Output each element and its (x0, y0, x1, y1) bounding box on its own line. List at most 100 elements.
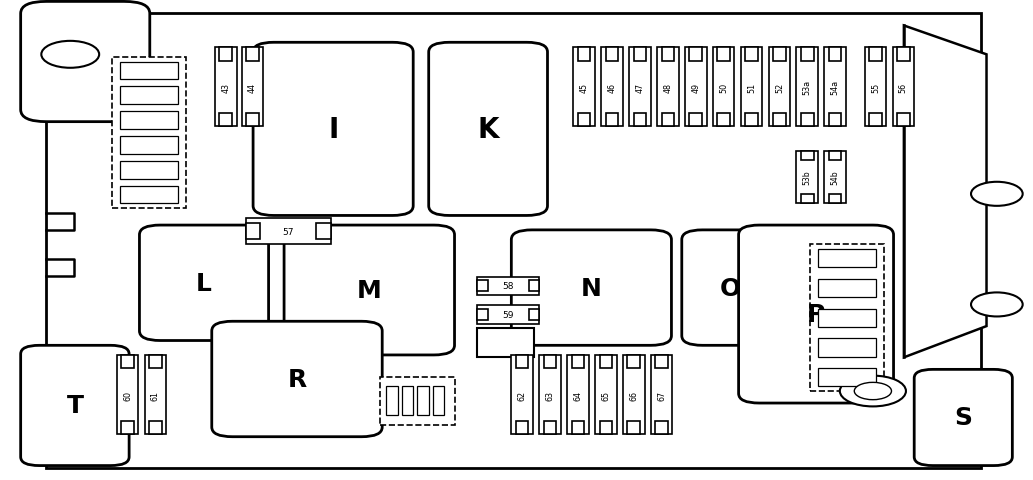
FancyBboxPatch shape (739, 226, 894, 403)
Bar (741, 48, 762, 127)
Bar (633, 48, 647, 61)
Text: 63: 63 (545, 390, 555, 400)
Bar (745, 114, 758, 127)
Bar (818, 368, 876, 386)
Bar (657, 48, 679, 127)
Bar (661, 114, 675, 127)
Bar (149, 355, 162, 369)
Text: N: N (581, 276, 602, 300)
Text: L: L (196, 271, 212, 295)
Bar (801, 195, 814, 204)
Text: 55: 55 (871, 83, 880, 93)
Text: O: O (720, 276, 742, 300)
FancyBboxPatch shape (284, 226, 455, 355)
Bar (818, 250, 876, 268)
Bar (117, 355, 138, 434)
Text: 65: 65 (601, 390, 611, 400)
Text: P: P (807, 302, 825, 326)
Bar (477, 310, 488, 320)
Bar (120, 162, 178, 179)
Circle shape (854, 383, 891, 400)
Bar (796, 48, 818, 127)
Bar (246, 224, 260, 239)
Text: 67: 67 (657, 390, 666, 400)
Bar (689, 114, 702, 127)
Text: I: I (328, 116, 338, 144)
Bar (713, 48, 734, 127)
Bar (145, 355, 166, 434)
Bar (120, 62, 178, 80)
Circle shape (41, 42, 99, 69)
FancyBboxPatch shape (429, 43, 547, 216)
Text: 57: 57 (282, 227, 294, 236)
Bar (601, 48, 623, 127)
Bar (818, 338, 876, 357)
Bar (515, 355, 529, 369)
Text: 52: 52 (775, 83, 784, 93)
FancyBboxPatch shape (253, 43, 413, 216)
Bar (717, 114, 730, 127)
Text: 46: 46 (607, 83, 617, 93)
Text: 54a: 54a (831, 80, 840, 95)
Bar (893, 48, 914, 127)
Bar (897, 48, 910, 61)
FancyBboxPatch shape (511, 230, 671, 346)
Bar (801, 48, 814, 61)
Circle shape (971, 182, 1023, 206)
Bar (511, 355, 533, 434)
Bar (529, 310, 539, 320)
FancyBboxPatch shape (682, 230, 780, 346)
FancyBboxPatch shape (139, 226, 269, 341)
Text: 53a: 53a (803, 80, 812, 95)
Bar (824, 48, 846, 127)
Bar (149, 421, 162, 434)
Bar (120, 87, 178, 105)
Bar (573, 48, 595, 127)
Bar (543, 355, 557, 369)
Bar (433, 386, 444, 415)
Bar (543, 421, 557, 434)
Bar (828, 48, 842, 61)
Bar (773, 48, 786, 61)
FancyBboxPatch shape (21, 346, 129, 466)
Bar (824, 151, 846, 204)
Bar (818, 309, 876, 327)
Bar (477, 329, 534, 358)
Text: 54b: 54b (831, 170, 840, 185)
Text: 62: 62 (518, 390, 527, 400)
Bar (828, 114, 842, 127)
Bar (897, 114, 910, 127)
Bar (246, 114, 259, 127)
Bar (567, 355, 589, 434)
Bar (651, 355, 672, 434)
Bar (402, 386, 413, 415)
Bar (386, 386, 398, 415)
Circle shape (971, 293, 1023, 317)
Text: 64: 64 (573, 390, 583, 400)
Bar (627, 421, 640, 434)
FancyBboxPatch shape (212, 322, 382, 437)
Text: 66: 66 (629, 390, 638, 400)
Text: 58: 58 (502, 282, 514, 290)
Text: M: M (357, 278, 381, 302)
Bar (539, 355, 561, 434)
Bar (717, 48, 730, 61)
Bar (57, 24, 124, 106)
Bar (577, 114, 591, 127)
Text: 60: 60 (123, 390, 132, 400)
Bar (605, 48, 619, 61)
Polygon shape (904, 26, 987, 358)
Bar (595, 355, 617, 434)
Bar (605, 114, 619, 127)
Text: 53b: 53b (803, 170, 812, 185)
Bar (246, 218, 331, 245)
Text: 43: 43 (221, 83, 230, 93)
Bar (689, 48, 702, 61)
Bar (801, 114, 814, 127)
Bar (818, 279, 876, 298)
Bar (869, 114, 882, 127)
Bar (316, 224, 331, 239)
Bar (477, 306, 539, 324)
Bar (801, 151, 814, 160)
Bar (869, 48, 882, 61)
